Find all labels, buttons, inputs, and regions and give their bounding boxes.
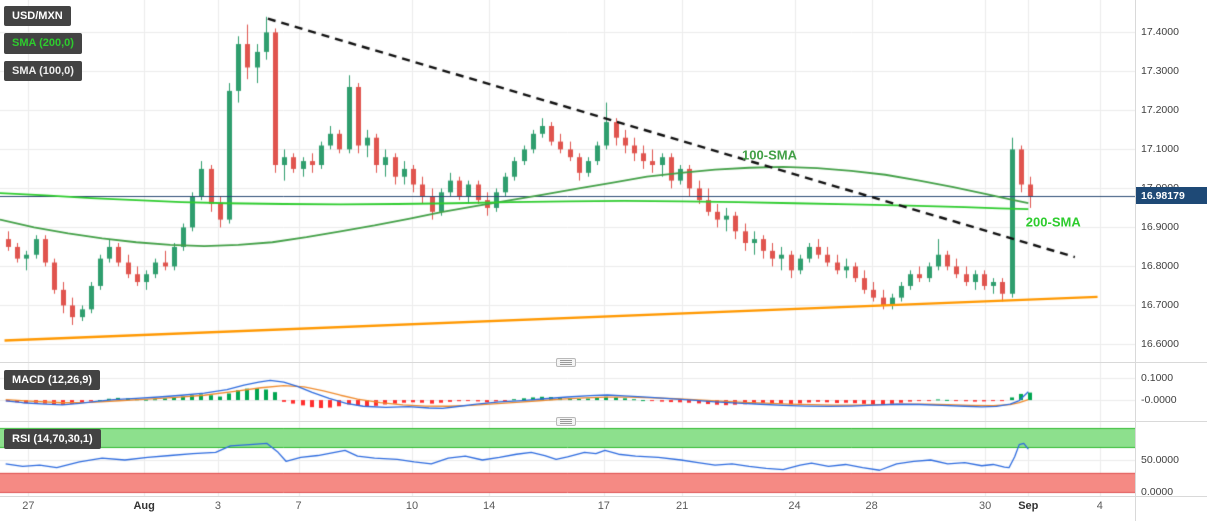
time-axis-label: 30 [979,500,992,512]
time-axis-label: 3 [214,500,221,512]
time-axis-label: 14 [483,500,496,512]
price-chart-canvas[interactable] [0,0,1135,362]
sma-100-legend[interactable]: SMA (100,0) [4,60,82,81]
time-axis-label: 24 [788,500,801,512]
time-axis-label: Aug [133,500,155,512]
price-pane: USD/MXN SMA (200,0) SMA (100,0) 100-SMA … [0,0,1135,362]
pane-resize-handle[interactable] [556,358,576,367]
time-axis-label: 10 [405,500,419,512]
current-price-badge: 16.98179 [1136,187,1207,204]
macd-axis-label: 0.1000 [1141,371,1174,384]
time-axis-label: 7 [295,500,302,512]
pane-separator [0,421,1207,422]
price-axis-label: 17.1000 [1141,143,1179,156]
pane-separator [0,362,1207,363]
macd-axis-label: -0.0000 [1141,393,1177,406]
time-axis-label: 28 [865,500,878,512]
price-axis-label: 16.8000 [1141,260,1179,273]
price-axis-label: 16.7000 [1141,299,1179,312]
price-axis-label: 17.4000 [1141,26,1179,39]
price-axis[interactable]: 16.98179 17.400017.300017.200017.100017.… [1135,0,1207,521]
symbol-badge[interactable]: USD/MXN [4,6,71,27]
rsi-chart-canvas[interactable] [0,421,1135,496]
time-axis-label: 27 [22,500,35,512]
price-axis-label: 16.9000 [1141,221,1179,234]
sma-100-annotation[interactable]: 100-SMA [742,147,797,163]
pane-resize-handle[interactable] [556,417,576,426]
time-axis-label: 17 [597,500,610,512]
chart-legend: USD/MXN SMA (200,0) SMA (100,0) [4,6,82,81]
rsi-axis-label: 50.0000 [1141,453,1179,466]
time-axis-label: Sep [1018,500,1039,512]
rsi-axis-label: 0.0000 [1141,485,1174,498]
time-axis-label: 4 [1096,500,1103,512]
rsi-pane: RSI (14,70,30,1) [0,421,1135,496]
sma-200-legend[interactable]: SMA (200,0) [4,33,82,54]
price-axis-label: 17.3000 [1141,65,1179,78]
time-axis[interactable]: 27 Aug 3 7 10 14 17 21 24 28 30 Sep 4 [0,496,1135,521]
axis-separator [0,496,1207,497]
macd-legend[interactable]: MACD (12,26,9) [4,370,101,391]
price-axis-label: 16.6000 [1141,338,1179,351]
sma-200-annotation[interactable]: 200-SMA [1025,214,1081,230]
time-axis-label: 21 [676,500,689,512]
macd-pane: MACD (12,26,9) [0,362,1135,421]
rsi-legend[interactable]: RSI (14,70,30,1) [4,429,101,450]
macd-chart-canvas[interactable] [0,362,1135,421]
price-axis-label: 17.2000 [1141,104,1179,117]
